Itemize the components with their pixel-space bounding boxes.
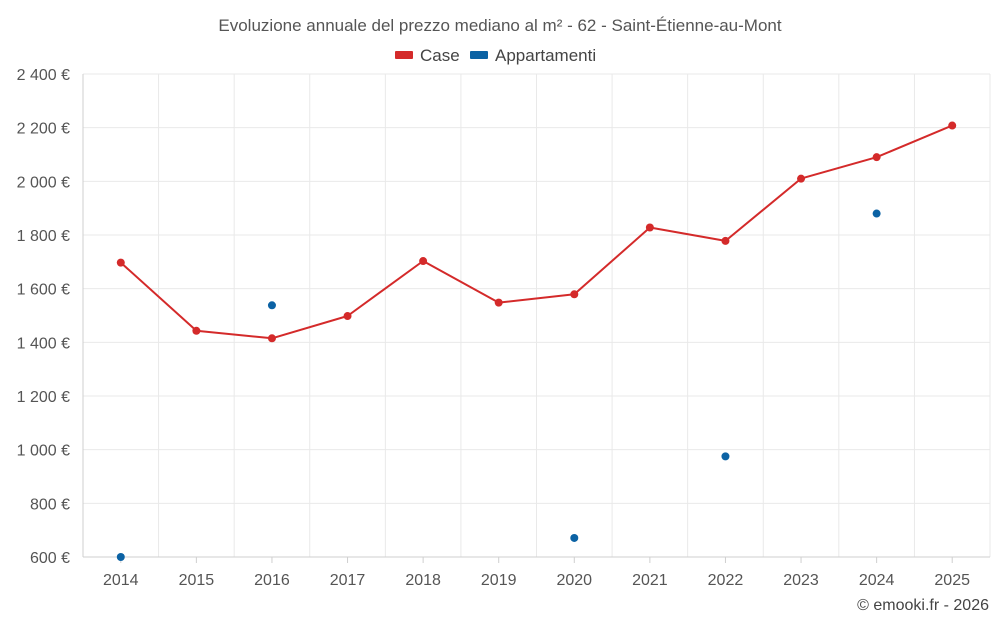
y-tick-label: 1 800 € <box>17 228 70 245</box>
x-tick-label: 2019 <box>481 572 517 589</box>
data-point-case-2021 <box>645 223 654 232</box>
y-tick-label: 2 000 € <box>17 174 70 191</box>
data-point-case-2015 <box>192 326 201 335</box>
data-point-case-2025 <box>948 121 957 130</box>
y-tick-label: 1 600 € <box>17 282 70 299</box>
series-appartamenti <box>116 209 881 561</box>
data-point-case-2024 <box>872 153 881 162</box>
data-point-case-2014 <box>116 258 125 267</box>
data-point-case-2017 <box>343 312 352 321</box>
data-point-case-2019 <box>494 298 503 307</box>
y-tick-label: 1 200 € <box>17 389 70 406</box>
data-point-appartamenti-2024 <box>872 209 881 218</box>
legend-label-case: Case <box>420 46 460 65</box>
data-point-case-2023 <box>797 174 806 183</box>
series-line-case <box>120 124 953 340</box>
legend-label-appartamenti: Appartamenti <box>495 46 596 65</box>
data-point-appartamenti-2016 <box>267 301 276 310</box>
y-tick-label: 2 400 € <box>17 67 70 84</box>
data-point-appartamenti-2014 <box>116 553 125 561</box>
axes <box>82 74 990 563</box>
credit-text: © emooki.fr - 2026 <box>857 597 989 614</box>
y-tick-label: 1 000 € <box>17 443 70 460</box>
x-tick-label: 2018 <box>405 572 441 589</box>
legend: Case Appartamenti <box>395 46 596 65</box>
x-tick-label: 2015 <box>179 572 215 589</box>
data-point-case-2020 <box>570 290 579 299</box>
series-case <box>116 121 957 343</box>
x-tick-label: 2024 <box>859 572 895 589</box>
y-tick-label: 2 200 € <box>17 121 70 138</box>
chart-title: Evoluzione annuale del prezzo mediano al… <box>218 16 781 35</box>
x-axis-ticks: 2014 2015 2016 2017 2018 2019 2020 2021 2022 2023… <box>103 572 970 589</box>
legend-swatch-appartamenti <box>470 51 488 59</box>
x-tick-label: 2017 <box>330 572 366 589</box>
grid <box>83 73 991 557</box>
x-tick-label: 2023 <box>783 572 819 589</box>
legend-swatch-case <box>395 51 413 59</box>
y-tick-label: 1 400 € <box>17 335 70 352</box>
data-point-case-2018 <box>419 257 428 266</box>
x-tick-label: 2022 <box>708 572 744 589</box>
data-point-case-2022 <box>721 236 730 245</box>
x-tick-label: 2021 <box>632 572 668 589</box>
series-layer <box>116 121 957 561</box>
x-tick-label: 2016 <box>254 572 290 589</box>
data-point-appartamenti-2022 <box>721 452 730 461</box>
data-point-case-2016 <box>267 334 276 343</box>
x-tick-label: 2020 <box>556 572 592 589</box>
y-axis-ticks: 600 € 800 € 1 000 € 1 200 € 1 400 € 1 600 € 1 … <box>17 67 70 567</box>
y-tick-label: 800 € <box>30 496 70 513</box>
y-tick-label: 600 € <box>30 550 70 567</box>
data-point-appartamenti-2020 <box>570 533 579 542</box>
x-tick-label: 2014 <box>103 572 139 589</box>
x-tick-label: 2025 <box>934 572 970 589</box>
